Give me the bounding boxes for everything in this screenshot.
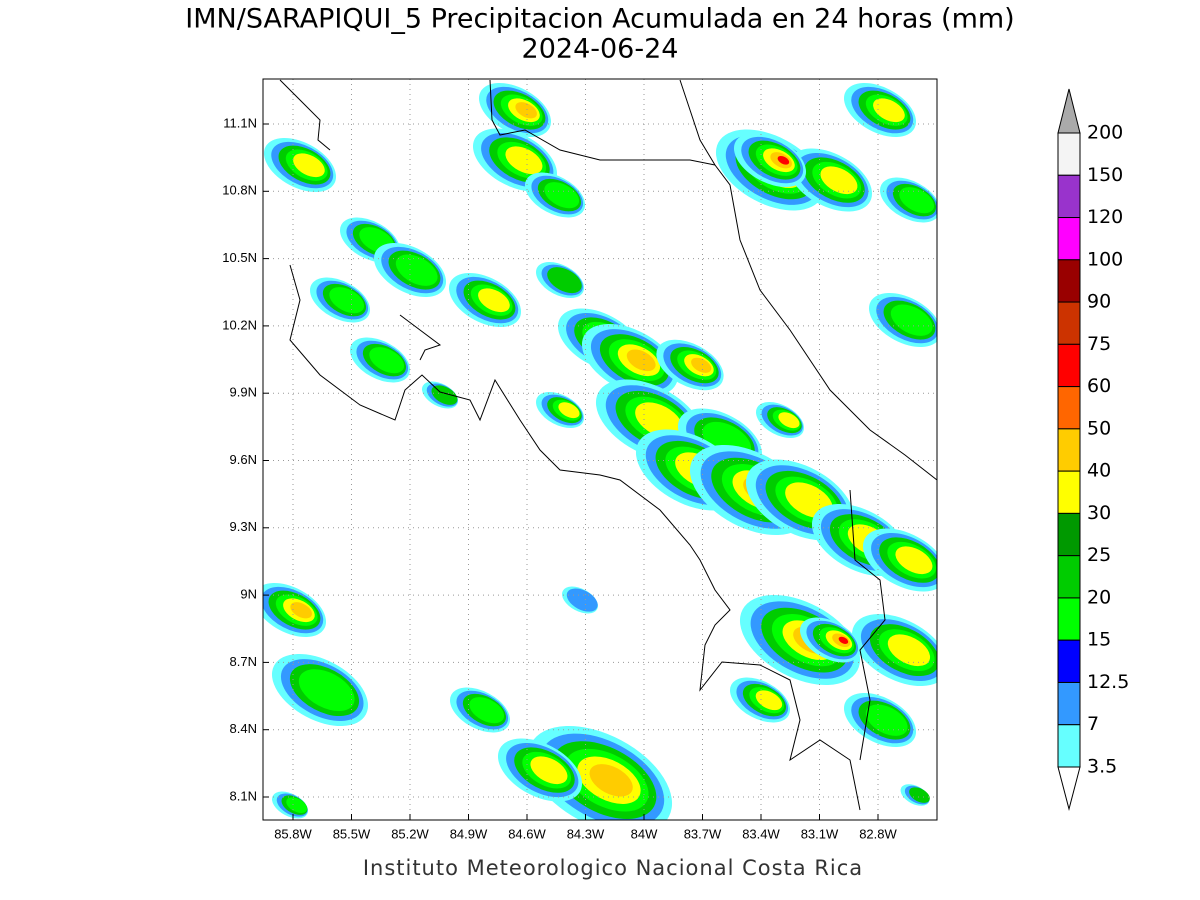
x-tick-label: 82.8W — [859, 826, 897, 841]
rain-area — [566, 588, 598, 612]
rain-area — [777, 156, 790, 165]
colorbar-swatch — [1057, 724, 1081, 768]
y-tick-label: 9.3N — [230, 519, 257, 534]
colorbar-over — [1057, 88, 1081, 134]
colorbar-swatch — [1057, 217, 1081, 261]
colorbar-label: 30 — [1087, 502, 1111, 524]
x-tick-label: 85.5W — [333, 826, 371, 841]
colorbar-label: 120 — [1087, 206, 1123, 228]
colorbar-label: 50 — [1087, 417, 1111, 439]
subtitle: 2024-06-24 — [522, 34, 679, 65]
rain-area — [626, 349, 656, 372]
colorbar-swatch — [1057, 132, 1081, 176]
colorbar-swatch — [1057, 343, 1081, 388]
grid: 85.8W 85.5W 85.2W 84.9W 84.6W 84.3W 84W 83.7W 83… — [222, 79, 937, 841]
colorbar-swatch — [1057, 681, 1081, 726]
y-tick-label: 9.9N — [230, 385, 257, 400]
colorbar-label: 3.5 — [1087, 756, 1117, 778]
colorbar-swatch — [1057, 428, 1081, 472]
rain-area — [838, 636, 849, 644]
colorbar-swatch — [1057, 512, 1081, 557]
y-tick-label: 11.1N — [223, 115, 257, 130]
rain-area — [558, 402, 580, 419]
y-tick-label: 9N — [240, 587, 257, 602]
rain-area — [530, 756, 568, 785]
rain-area — [589, 764, 633, 797]
precipitation-field — [263, 82, 937, 820]
rain-area — [820, 166, 858, 195]
colorbar-swatch — [1057, 555, 1081, 599]
x-tick-label: 84.6W — [508, 826, 546, 841]
x-tick-label: 85.8W — [274, 826, 312, 841]
rain-area — [865, 704, 908, 736]
rain-area — [469, 697, 505, 724]
rain-area — [505, 146, 543, 175]
coastlines — [279, 79, 937, 811]
colorbar-swatch — [1057, 597, 1081, 641]
rain-area — [544, 182, 580, 209]
colorbar-label: 150 — [1087, 164, 1123, 186]
pacific-coast — [279, 79, 861, 811]
rain-area — [887, 634, 931, 667]
y-tick-label: 10.8N — [222, 183, 257, 198]
colorbar-label: 12.5 — [1087, 671, 1129, 693]
rain-area — [873, 98, 905, 123]
rain-area — [635, 402, 683, 439]
rain-area — [478, 288, 510, 313]
rain-area — [329, 287, 365, 314]
rain-area — [890, 304, 933, 336]
colorbar-label: 75 — [1087, 333, 1111, 355]
rain-area — [395, 254, 438, 286]
rain-area — [547, 267, 582, 294]
x-tick-label: 84.3W — [567, 826, 605, 841]
colorbar-swatch — [1057, 259, 1081, 303]
x-tick-label: 83.7W — [684, 826, 722, 841]
colorbar-under — [1057, 766, 1081, 811]
y-tick-label: 10.5N — [222, 250, 257, 265]
x-tick-label: 84W — [631, 826, 658, 841]
x-tick-label: 84.9W — [450, 826, 488, 841]
colorbar-label: 40 — [1087, 460, 1111, 482]
x-tick-label: 83.4W — [742, 826, 780, 841]
colorbar-label: 90 — [1087, 291, 1111, 313]
rain-area — [515, 102, 537, 119]
colorbar-swatch — [1057, 301, 1081, 345]
map-frame — [262, 78, 938, 821]
colorbar-swatch — [1057, 386, 1081, 430]
rain-area — [298, 669, 355, 712]
colorbar-swatch — [1057, 174, 1081, 219]
colorbar-label: 7 — [1087, 713, 1099, 735]
title: IMN/SARAPIQUI_5 Precipitacion Acumulada … — [185, 4, 1014, 35]
x-tick-label: 83.1W — [801, 826, 839, 841]
colorbar-swatch — [1057, 639, 1081, 683]
colorbar-label: 200 — [1087, 122, 1123, 144]
footer: Instituto Meteorologico Nacional Costa R… — [363, 856, 863, 880]
colorbar-label: 15 — [1087, 629, 1111, 651]
colorbar-label: 20 — [1087, 586, 1111, 608]
rain-area — [286, 797, 308, 814]
rain-area — [290, 602, 312, 619]
colorbar-swatch — [1057, 470, 1081, 514]
colorbar-label: 25 — [1087, 544, 1111, 566]
y-tick-label: 8.1N — [230, 788, 257, 803]
rain-area — [895, 546, 933, 575]
y-tick-label: 10.2N — [222, 317, 257, 332]
rain-area — [755, 690, 783, 711]
rain-area — [293, 153, 325, 178]
colorbar-label: 60 — [1087, 375, 1111, 397]
caribbean-coast — [679, 79, 937, 481]
y-tick-label: 8.4N — [230, 721, 257, 736]
rain-area — [899, 187, 935, 214]
y-tick-label: 8.7N — [230, 654, 257, 669]
y-tick-label: 9.6N — [230, 452, 257, 467]
rain-area — [369, 347, 405, 374]
borders — [399, 79, 886, 761]
rain-area — [909, 787, 930, 803]
colorbar: 200 150 120 100 90 75 60 50 40 30 25 20 15 12.5 7 3.5 — [1057, 88, 1129, 811]
rain-area — [778, 412, 800, 429]
x-tick-label: 85.2W — [391, 826, 429, 841]
colorbar-label: 100 — [1087, 248, 1123, 270]
rain-area — [691, 357, 712, 373]
